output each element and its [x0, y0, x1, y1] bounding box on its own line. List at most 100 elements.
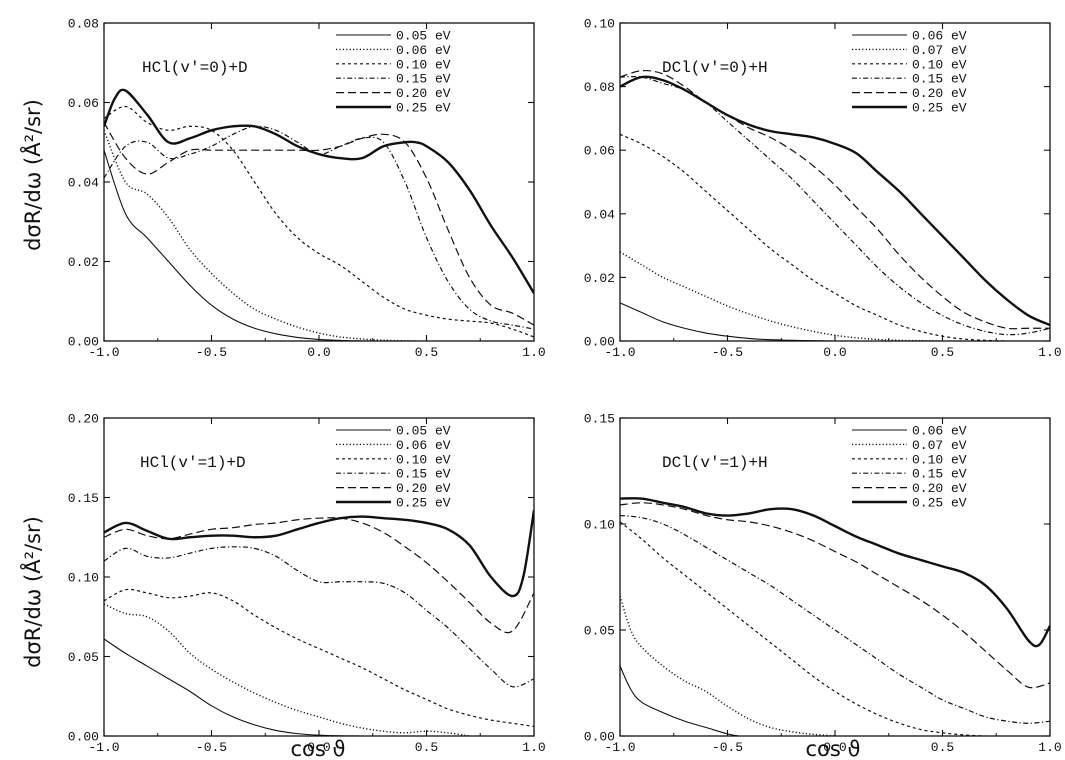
legend-entry-label: 0.20 eV: [396, 86, 451, 101]
x-axis-label-right: cos ϑ: [805, 737, 860, 760]
x-tick-label: 1.0: [522, 740, 545, 755]
x-tick-label: 0.5: [415, 345, 438, 360]
legend-entry-label: 0.20 eV: [396, 481, 451, 496]
y-tick-label: 0.00: [68, 730, 99, 745]
x-tick-label: 0.5: [931, 345, 954, 360]
legend-entry-label: 0.10 eV: [912, 57, 967, 72]
legend-entry-label: 0.06 eV: [912, 29, 967, 44]
x-tick-label: -0.5: [196, 345, 227, 360]
series-line-0-15-eV: [620, 75, 1050, 336]
y-tick-label: 0.04: [68, 176, 99, 191]
x-tick-label: 0.0: [823, 740, 846, 755]
series-line-0-07-eV: [620, 595, 836, 736]
y-tick-label: 0.00: [68, 335, 99, 350]
y-tick-label: 0.08: [68, 17, 99, 32]
panel-label: DCl(v'=1)+H: [662, 454, 768, 472]
legend-entry-label: 0.07 eV: [912, 438, 967, 453]
series-line-0-25-eV: [104, 510, 534, 598]
legend-entry-label: 0.06 eV: [396, 43, 451, 58]
y-tick-label: 0.04: [584, 207, 615, 222]
series-line-0-06-eV: [620, 665, 739, 736]
x-tick-label: 0.5: [931, 740, 954, 755]
series-line-0-10-eV: [104, 588, 534, 728]
legend-entry-label: 0.20 eV: [912, 86, 967, 101]
x-tick-label: -0.5: [196, 740, 227, 755]
x-tick-label: 0.5: [415, 740, 438, 755]
series-line-0-10-eV: [620, 521, 986, 736]
y-tick-label: 0.15: [584, 412, 615, 427]
legend-entry-label: 0.05 eV: [396, 424, 451, 439]
x-axis-label-left: cos ϑ: [290, 737, 345, 760]
x-tick-label: 0.0: [307, 740, 330, 755]
x-tick-label: -0.5: [712, 345, 743, 360]
x-tick-label: -1.0: [604, 740, 635, 755]
series-line-0-25-eV: [620, 497, 1050, 648]
series-line-0-25-eV: [620, 75, 1050, 327]
y-axis-label-top: dσR/dω (Å²/sr): [19, 99, 45, 251]
y-tick-label: 0.10: [584, 518, 615, 533]
x-tick-label: 1.0: [522, 345, 545, 360]
x-tick-label: -1.0: [88, 345, 119, 360]
chart-panel-1: -1.0 -0.5 0.0 0.5 1.0 0.00 0.02 0.04 0.06 0.08 HCl…: [68, 17, 546, 361]
series-line-0-05-eV: [104, 150, 373, 341]
x-tick-label: 1.0: [1038, 740, 1061, 755]
y-tick-label: 0.15: [68, 491, 99, 506]
series-line-0-15-eV: [104, 125, 534, 330]
legend-entry-label: 0.25 eV: [396, 101, 451, 116]
y-tick-label: 0.06: [584, 144, 615, 159]
y-tick-label: 0.10: [584, 17, 615, 32]
legend-entry-label: 0.15 eV: [912, 467, 967, 482]
legend-entry-label: 0.05 eV: [396, 29, 451, 44]
series-line-0-05-eV: [104, 638, 363, 736]
series-line-0-25-eV: [104, 88, 534, 294]
y-tick-label: 0.02: [68, 255, 99, 270]
panel-label: HCl(v'=1)+D: [140, 454, 246, 472]
y-tick-label: 0.05: [68, 650, 99, 665]
chart-panel-2: -1.0 -0.5 0.0 0.5 1.0 0.00 0.02 0.04 0.06 0.08 0.1…: [584, 17, 1062, 361]
panel-label: DCl(v'=0)+H: [662, 59, 768, 77]
legend-entry-label: 0.25 eV: [912, 496, 967, 511]
x-tick-label: 1.0: [1038, 345, 1061, 360]
legend-entry-label: 0.10 eV: [912, 452, 967, 467]
x-tick-label: -1.0: [88, 740, 119, 755]
chart-panel-4: -1.0 -0.5 0.0 0.5 1.0 0.00 0.05 0.10 0.15 DCl(v'=…: [584, 412, 1062, 756]
legend-entry-label: 0.20 eV: [912, 481, 967, 496]
chart-panel-3: -1.0 -0.5 0.0 0.5 1.0 0.00 0.05 0.10 0.15 0.20 HCl…: [68, 412, 546, 756]
series-line-0-15-eV: [104, 546, 534, 688]
legend-entry-label: 0.15 eV: [396, 72, 451, 87]
series-line-0-15-eV: [620, 514, 1050, 724]
legend-entry-label: 0.25 eV: [396, 496, 451, 511]
series-line-0-07-eV: [620, 251, 943, 341]
panel-label: HCl(v'=0)+D: [142, 59, 248, 77]
series-line-0-06-eV: [104, 603, 470, 736]
y-tick-label: 0.00: [584, 335, 615, 350]
legend-entry-label: 0.15 eV: [396, 467, 451, 482]
x-tick-label: 0.0: [823, 345, 846, 360]
legend-entry-label: 0.25 eV: [912, 101, 967, 116]
y-tick-label: 0.05: [584, 624, 615, 639]
series-line-0-10-eV: [104, 105, 534, 338]
y-axis-label-bottom: dσR/dω (Å²/sr): [19, 516, 45, 668]
y-tick-label: 0.00: [584, 730, 615, 745]
legend-entry-label: 0.10 eV: [396, 452, 451, 467]
legend-entry-label: 0.06 eV: [396, 438, 451, 453]
legend-entry-label: 0.15 eV: [912, 72, 967, 87]
y-tick-label: 0.10: [68, 571, 99, 586]
legend-entry-label: 0.10 eV: [396, 57, 451, 72]
x-tick-label: -0.5: [712, 740, 743, 755]
x-tick-label: 0.0: [307, 345, 330, 360]
series-line-0-06-eV: [104, 130, 416, 341]
series-line-0-20-eV: [620, 69, 1050, 330]
x-tick-label: -1.0: [604, 345, 635, 360]
series-line-0-20-eV: [104, 517, 534, 634]
legend-entry-label: 0.06 eV: [912, 424, 967, 439]
y-tick-label: 0.02: [584, 271, 615, 286]
y-tick-label: 0.08: [584, 80, 615, 95]
legend-entry-label: 0.07 eV: [912, 43, 967, 58]
series-line-0-20-eV: [620, 502, 1050, 689]
series-line-0-10-eV: [620, 133, 1008, 341]
y-tick-label: 0.06: [68, 96, 99, 111]
series-line-0-20-eV: [104, 122, 534, 326]
y-tick-label: 0.20: [68, 412, 99, 427]
